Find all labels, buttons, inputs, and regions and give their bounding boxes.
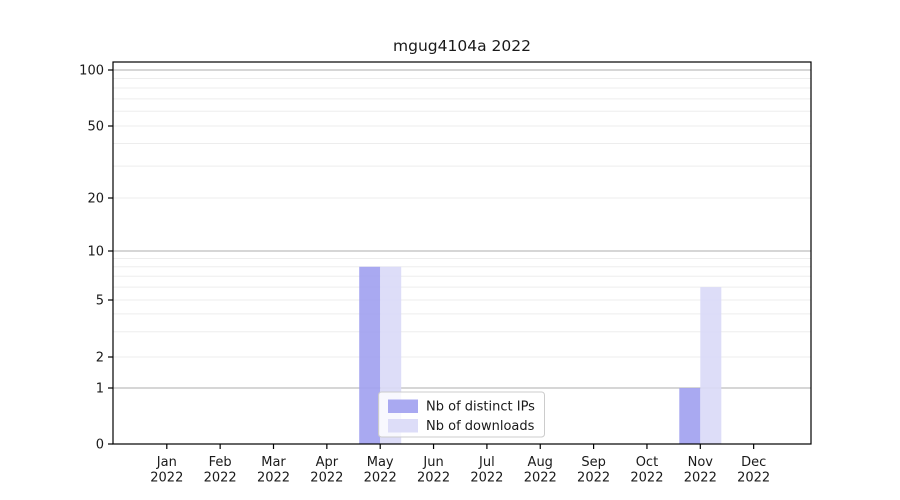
legend-box: [378, 391, 545, 438]
legend-swatch-1: [388, 419, 418, 433]
y-tick-label: 1: [96, 382, 104, 397]
x-tick-label: Sep 2022: [577, 455, 610, 486]
y-tick-label: 100: [79, 64, 104, 79]
bar-nb-of-downloads-10: [700, 287, 722, 444]
legend-swatch-0: [388, 399, 418, 413]
x-tick-label: Aug 2022: [524, 455, 557, 486]
y-tick-label: 0: [96, 438, 104, 453]
y-tick-label: 5: [96, 294, 104, 309]
y-tick-label: 50: [87, 120, 104, 135]
x-tick-label: Jun 2022: [417, 455, 450, 486]
x-tick-label: Apr 2022: [310, 455, 343, 486]
bar-nb-of-distinct-ips-10: [679, 388, 701, 444]
x-tick-label: Jul 2022: [470, 455, 503, 486]
plot-frame: [112, 61, 812, 445]
y-tick-label: 2: [96, 351, 104, 366]
chart-title: mgug4104a 2022: [393, 37, 531, 55]
x-tick-label: Feb 2022: [204, 455, 237, 486]
x-tick-label: Dec 2022: [737, 455, 770, 486]
legend-label-1: Nb of downloads: [426, 419, 535, 434]
y-tick-label: 10: [87, 245, 104, 260]
x-tick-label: Mar 2022: [257, 455, 290, 486]
legend-label-0: Nb of distinct IPs: [426, 400, 535, 415]
y-tick-label: 20: [87, 192, 104, 207]
x-tick-label: May 2022: [364, 455, 397, 486]
x-tick-label: Jan 2022: [150, 455, 183, 486]
bar-nb-of-distinct-ips-4: [359, 266, 381, 444]
x-tick-label: Oct 2022: [630, 455, 663, 486]
x-tick-label: Nov 2022: [684, 455, 717, 486]
